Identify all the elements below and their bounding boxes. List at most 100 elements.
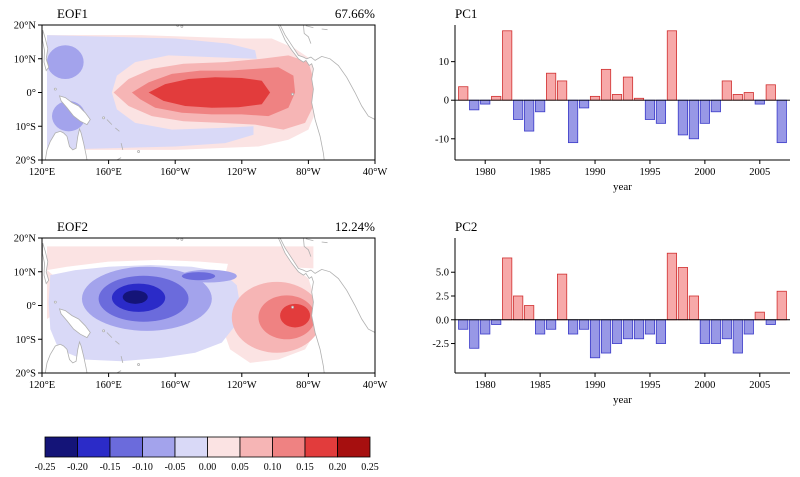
eof2-title: EOF2 [57,219,89,234]
pc-bar [458,319,469,330]
colorbar-cell [239,436,273,458]
contour-fill [280,303,311,328]
pc2-title: PC2 [455,219,478,234]
landmass [42,29,50,72]
tick-label: -0.25 [35,462,56,473]
pc-bar [765,319,776,325]
coastline [120,143,124,150]
island [137,150,140,153]
pc-bar [666,30,677,101]
contour-fill [122,290,148,304]
tick-label: 0.15 [296,462,314,473]
island [180,238,184,241]
pc-bar [699,319,710,344]
pc-bar [754,311,765,321]
pc-bar [502,30,513,101]
tick-label: 0° [27,88,36,99]
coastline [106,332,113,338]
pc-bar [743,319,754,335]
tick-label: -0.20 [67,462,88,473]
x-axis-label: year [613,394,632,406]
tick-label: 10°S [15,335,36,346]
tick-label: 0.05 [231,462,249,473]
eof2-map-panel: 120°E 160°E 160°W 120°W 80°W 40°W 20°N 10°N 0° 10… [14,234,388,392]
tick-label: 1985 [530,167,551,178]
pc-bar [754,99,765,105]
landmass [42,242,50,285]
tick-label: -10 [435,134,449,145]
eof1-title: EOF1 [57,6,89,21]
tick-label: 0.00 [199,462,217,473]
island [137,363,140,366]
tick-label: 20°S [15,369,36,380]
eof1-variance-label: 67.66% [334,6,375,21]
tick-label: 5.0 [436,268,449,279]
tick-label: 20°S [15,156,36,167]
colorbar-cell [207,436,241,458]
colorbar-cell [174,436,208,458]
coastline [305,238,314,242]
tick-label: 20°N [14,234,37,245]
tick-label: -0.05 [165,462,186,473]
landmass [58,95,91,126]
pc-bar [633,319,645,340]
pc-bar [710,99,721,113]
map-shading [42,25,375,160]
tick-label: 80°W [296,167,321,178]
island [102,116,106,120]
island [102,329,106,333]
pc1-bar-chart: -10 0 10 1980 1985 1990 1995 2000 2005 year [435,25,790,193]
pc-bar [568,319,579,335]
coastline [106,119,113,125]
coastline [321,28,328,31]
pc-bar [469,99,480,111]
tick-label: -0.10 [132,462,153,473]
contour-fill [47,35,257,150]
pc-bar [721,80,732,101]
contour-fill [148,77,271,108]
coastline [303,25,312,44]
pc-bar [535,319,546,335]
tick-label: 0.25 [361,462,379,473]
tick-label: -0.15 [100,462,121,473]
landmass [277,238,375,373]
pc-bar [688,99,699,140]
colorbar-cell [142,436,176,458]
tick-label: 2.5 [436,291,449,302]
pc-bar [524,99,535,132]
tick-label: 40°W [363,380,388,391]
pc1-title: PC1 [455,6,478,21]
pc-bar [535,99,546,113]
pc-bar [699,99,710,124]
tick-label: 120°E [29,380,55,391]
tick-label: 120°W [227,380,257,391]
island [53,87,57,91]
tick-label: 1980 [475,380,496,391]
tick-label: 10°N [14,267,37,278]
pc-bar [732,319,743,354]
pc-bar [491,95,502,101]
tick-label: 2005 [749,380,770,391]
tick-label: 2005 [749,167,770,178]
colorbar: -0.25 -0.20 -0.15 -0.10 -0.05 0.00 0.05 0.10 0.1… [35,436,379,473]
pc-bar [502,257,513,321]
coastline [303,238,312,257]
pc-bar [721,319,732,340]
pc-bar [644,319,656,335]
landmass [277,25,375,160]
pc-bar [622,76,634,101]
tick-label: 1980 [475,167,496,178]
tick-label: 10 [439,57,450,68]
pc2-bar-chart: -2.5 0.0 2.5 5.0 1980 1985 1990 1995 2000 2005 yea… [432,238,790,406]
tick-label: 0 [444,96,449,107]
pc-bar [557,273,568,321]
pc-bar [469,319,480,349]
contour-fill [181,272,216,281]
pc-bar [655,99,667,124]
pc-bar [677,267,688,321]
tick-label: 1995 [639,167,660,178]
pc-bar [480,319,491,335]
pc-bar [732,94,743,101]
pc-bar [568,99,579,144]
